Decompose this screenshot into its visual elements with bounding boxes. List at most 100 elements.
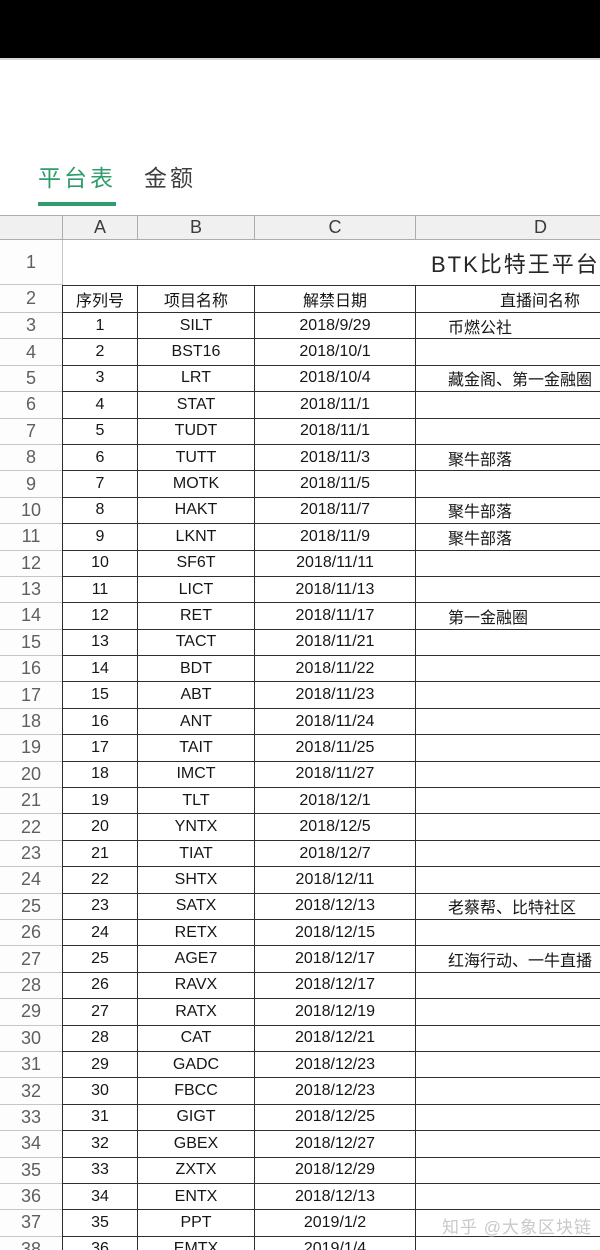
cell-serial[interactable]: 27: [62, 999, 137, 1026]
cell-unlock-date[interactable]: 2018/12/19: [254, 999, 415, 1026]
cell-project-name[interactable]: SATX: [137, 893, 254, 920]
cell-serial[interactable]: 32: [62, 1131, 137, 1158]
column-header-b[interactable]: B: [137, 215, 254, 240]
cell-unlock-date[interactable]: 2018/11/17: [254, 603, 415, 630]
cell-project-name[interactable]: ANT: [137, 708, 254, 736]
cell-project-name[interactable]: STAT: [137, 392, 254, 419]
cell-serial[interactable]: 26: [62, 972, 137, 1000]
cell-serial[interactable]: 10: [62, 550, 137, 577]
row-number[interactable]: 20: [0, 761, 62, 789]
cell-room-name[interactable]: 红海行动、一牛直播: [415, 946, 600, 973]
cell-serial[interactable]: 1: [62, 313, 137, 340]
cell-project-name[interactable]: LKNT: [137, 524, 254, 551]
cell-serial[interactable]: 5: [62, 418, 137, 445]
cell-project-name[interactable]: RAVX: [137, 972, 254, 1000]
cell-serial[interactable]: 34: [62, 1183, 137, 1211]
cell-project-name[interactable]: GBEX: [137, 1131, 254, 1158]
row-number[interactable]: 13: [0, 576, 62, 604]
cell-project-name[interactable]: LRT: [137, 365, 254, 393]
cell-project-name[interactable]: HAKT: [137, 497, 254, 525]
row-number[interactable]: 11: [0, 524, 62, 551]
cell-unlock-date[interactable]: 2018/11/24: [254, 708, 415, 736]
cell-serial[interactable]: 14: [62, 656, 137, 683]
cell-project-name[interactable]: MOTK: [137, 471, 254, 498]
cell-serial[interactable]: 35: [62, 1210, 137, 1237]
header-unlock-date[interactable]: 解禁日期: [254, 285, 415, 313]
cell-room-name[interactable]: [415, 814, 600, 841]
cell-room-name[interactable]: [415, 788, 600, 815]
row-number[interactable]: 32: [0, 1078, 62, 1105]
cell-room-name[interactable]: [415, 1131, 600, 1158]
cell-unlock-date[interactable]: 2018/12/13: [254, 1183, 415, 1211]
row-number[interactable]: 30: [0, 1025, 62, 1052]
row-number[interactable]: 6: [0, 392, 62, 419]
cell-serial[interactable]: 18: [62, 761, 137, 789]
cell-room-name[interactable]: [415, 682, 600, 709]
cell-room-name[interactable]: 币燃公社: [415, 313, 600, 340]
cell-room-name[interactable]: 聚牛部落: [415, 524, 600, 551]
cell-unlock-date[interactable]: 2018/12/21: [254, 1025, 415, 1052]
column-header-a[interactable]: A: [62, 215, 137, 240]
sheet-title-cell[interactable]: BTK比特王平台: [62, 240, 600, 285]
cell-serial[interactable]: 2: [62, 339, 137, 366]
cell-serial[interactable]: 36: [62, 1236, 137, 1250]
cell-project-name[interactable]: TACT: [137, 629, 254, 657]
cell-project-name[interactable]: ZXTX: [137, 1157, 254, 1184]
cell-serial[interactable]: 19: [62, 788, 137, 815]
cell-room-name[interactable]: [415, 999, 600, 1026]
cell-serial[interactable]: 22: [62, 867, 137, 894]
cell-unlock-date[interactable]: 2018/12/27: [254, 1131, 415, 1158]
cell-room-name[interactable]: [415, 656, 600, 683]
cell-serial[interactable]: 4: [62, 392, 137, 419]
cell-unlock-date[interactable]: 2018/11/13: [254, 576, 415, 604]
cell-unlock-date[interactable]: 2019/1/4: [254, 1236, 415, 1250]
cell-project-name[interactable]: SHTX: [137, 867, 254, 894]
row-number[interactable]: 33: [0, 1104, 62, 1132]
header-project-name[interactable]: 项目名称: [137, 285, 254, 313]
cell-serial[interactable]: 20: [62, 814, 137, 841]
cell-room-name[interactable]: [415, 418, 600, 445]
cell-room-name[interactable]: [415, 629, 600, 657]
cell-room-name[interactable]: [415, 1157, 600, 1184]
cell-unlock-date[interactable]: 2018/11/5: [254, 471, 415, 498]
cell-serial[interactable]: 31: [62, 1104, 137, 1132]
header-serial[interactable]: 序列号: [62, 285, 137, 313]
cell-serial[interactable]: 24: [62, 919, 137, 947]
cell-room-name[interactable]: 老蔡帮、比特社区: [415, 893, 600, 920]
cell-unlock-date[interactable]: 2018/12/1: [254, 788, 415, 815]
cell-unlock-date[interactable]: 2018/9/29: [254, 313, 415, 340]
column-header-d[interactable]: D: [415, 215, 600, 240]
cell-room-name[interactable]: [415, 708, 600, 736]
cell-project-name[interactable]: SF6T: [137, 550, 254, 577]
cell-project-name[interactable]: TIAT: [137, 840, 254, 868]
cell-project-name[interactable]: TUTT: [137, 444, 254, 472]
cell-room-name[interactable]: 聚牛部落: [415, 497, 600, 525]
cell-unlock-date[interactable]: 2018/12/7: [254, 840, 415, 868]
cell-serial[interactable]: 23: [62, 893, 137, 920]
cell-room-name[interactable]: [415, 761, 600, 789]
cell-room-name[interactable]: [415, 735, 600, 762]
cell-project-name[interactable]: SILT: [137, 313, 254, 340]
row-number[interactable]: 10: [0, 497, 62, 525]
row-number[interactable]: 2: [0, 285, 62, 313]
row-number[interactable]: 8: [0, 444, 62, 472]
cell-serial[interactable]: 15: [62, 682, 137, 709]
cell-project-name[interactable]: AGE7: [137, 946, 254, 973]
cell-unlock-date[interactable]: 2018/12/13: [254, 893, 415, 920]
cell-unlock-date[interactable]: 2018/11/1: [254, 392, 415, 419]
cell-serial[interactable]: 3: [62, 365, 137, 393]
cell-room-name[interactable]: [415, 840, 600, 868]
row-number[interactable]: 3: [0, 313, 62, 340]
cell-room-name[interactable]: [415, 1051, 600, 1079]
cell-room-name[interactable]: [415, 576, 600, 604]
cell-serial[interactable]: 11: [62, 576, 137, 604]
row-number[interactable]: 28: [0, 972, 62, 1000]
row-number[interactable]: 14: [0, 603, 62, 630]
cell-room-name[interactable]: [415, 1078, 600, 1105]
row-number[interactable]: 27: [0, 946, 62, 973]
row-number[interactable]: 12: [0, 550, 62, 577]
row-number[interactable]: 26: [0, 919, 62, 947]
cell-project-name[interactable]: LICT: [137, 576, 254, 604]
row-number[interactable]: 38: [0, 1236, 62, 1250]
cell-project-name[interactable]: CAT: [137, 1025, 254, 1052]
